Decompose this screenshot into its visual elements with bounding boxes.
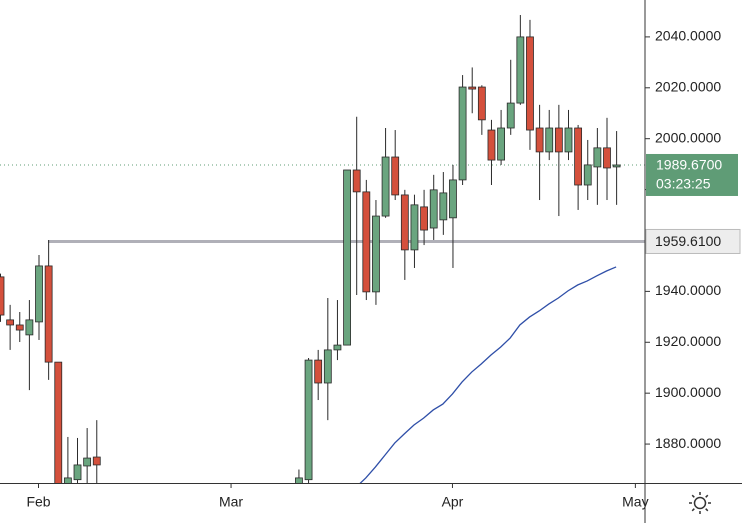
candle-body	[410, 204, 419, 251]
candle-body	[35, 265, 43, 323]
candle-body	[554, 127, 563, 153]
last-price-box	[646, 153, 738, 196]
candle-body	[362, 191, 371, 293]
candle-body	[352, 169, 361, 193]
candle-body	[343, 169, 351, 346]
candle-body	[477, 86, 486, 121]
candle-body	[381, 156, 390, 217]
candle-body	[612, 164, 621, 168]
overlay: 1959.6100 1989.6700 03:23:25	[645, 153, 741, 254]
candle-body	[323, 349, 332, 384]
y-tick-label: 1900.0000	[655, 384, 721, 400]
x-tick-label: Apr	[442, 494, 464, 510]
candle-body	[295, 477, 303, 483]
candle-body	[391, 156, 400, 196]
candle-body	[83, 457, 92, 467]
candle-body	[526, 36, 534, 131]
candle-body	[54, 361, 63, 483]
plot-area	[0, 15, 645, 483]
y-tick-label: 2000.0000	[655, 129, 721, 145]
countdown-label: 03:23:25	[656, 176, 711, 192]
candle-body	[506, 102, 515, 129]
x-tick-label: May	[622, 494, 648, 510]
y-tick-label: 1940.0000	[655, 282, 721, 298]
candle-body	[6, 319, 15, 326]
candle-body	[400, 194, 409, 251]
candle-body	[25, 319, 34, 336]
candle-body	[15, 324, 24, 331]
candle-body	[304, 359, 313, 481]
candle-body	[92, 456, 101, 466]
candle-body	[44, 265, 53, 363]
candle-body	[574, 127, 583, 186]
price-axis-panel	[645, 0, 742, 523]
candle-body	[497, 127, 505, 161]
candle-body	[516, 36, 525, 104]
candle-body	[73, 464, 82, 481]
candle-body	[372, 215, 380, 293]
candle-body	[593, 147, 602, 168]
y-tick-label: 2040.0000	[655, 28, 721, 44]
y-tick-label: 2020.0000	[655, 78, 721, 94]
x-tick-label: Mar	[219, 494, 243, 510]
candle-body	[63, 477, 72, 483]
candle-body	[603, 147, 611, 169]
level-label-box	[645, 228, 741, 254]
candle-body	[564, 127, 573, 153]
time-axis-panel	[0, 484, 645, 523]
candle-body	[449, 179, 457, 219]
candle-body	[545, 127, 554, 153]
candle-body	[468, 86, 477, 90]
candle-body	[535, 127, 544, 153]
x-tick-label: Feb	[26, 494, 50, 510]
moving-average	[359, 266, 617, 483]
candle-body	[583, 164, 592, 186]
candle-body	[314, 359, 323, 384]
candle-body	[420, 206, 428, 231]
candle-body	[487, 129, 496, 161]
settings-icon[interactable]	[689, 492, 711, 514]
last-price-label: 1989.6700	[656, 157, 722, 173]
candle-body	[333, 344, 342, 351]
candle-body	[439, 192, 448, 221]
candle-body	[429, 189, 438, 229]
candle-body	[0, 276, 5, 316]
y-tick-label: 1920.0000	[655, 333, 721, 349]
level-label: 1959.6100	[655, 233, 721, 249]
y-tick-label: 1880.0000	[655, 435, 721, 451]
candle-body	[458, 86, 467, 181]
